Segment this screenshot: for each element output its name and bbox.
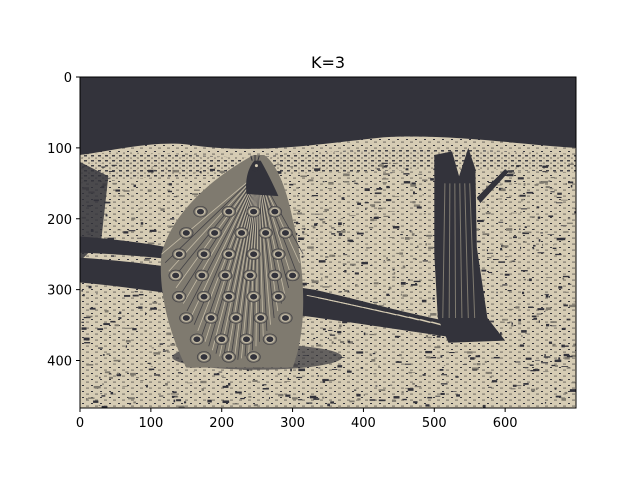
stump-grain <box>448 183 451 318</box>
stump-branch <box>476 169 509 204</box>
stump-grain <box>464 183 469 318</box>
x-tick-label: 200 <box>209 416 234 431</box>
y-tick-label: 400 <box>47 355 72 370</box>
tree-stump <box>434 147 506 343</box>
peacock-crest <box>250 154 260 161</box>
x-tick-label: 500 <box>422 416 447 431</box>
x-tick-label: 100 <box>138 416 163 431</box>
plot-frame <box>79 76 577 409</box>
stump-grain <box>454 183 457 318</box>
stump-grain <box>442 183 446 318</box>
dark-background-band <box>80 77 576 155</box>
y-tick-label: 300 <box>47 284 72 299</box>
left-shadow <box>80 162 109 262</box>
quantized-image <box>80 77 576 408</box>
y-tick-label: 100 <box>47 142 72 157</box>
x-tick-label: 0 <box>76 416 84 431</box>
x-tick-label: 400 <box>351 416 376 431</box>
log-grain <box>419 318 442 326</box>
y-tick-label: 0 <box>64 71 72 86</box>
stump-grain <box>469 183 476 319</box>
y-axis: 0 100 200 300 400 <box>47 71 80 370</box>
peacock-eye <box>254 164 258 168</box>
chart-title: K=3 <box>311 53 345 72</box>
feather-eyes <box>168 205 300 363</box>
x-tick-label: 300 <box>280 416 305 431</box>
x-tick-label: 600 <box>493 416 518 431</box>
y-tick-label: 200 <box>47 213 72 228</box>
x-axis: 0 100 200 300 400 500 600 <box>76 408 518 431</box>
stump-grain <box>459 183 463 318</box>
